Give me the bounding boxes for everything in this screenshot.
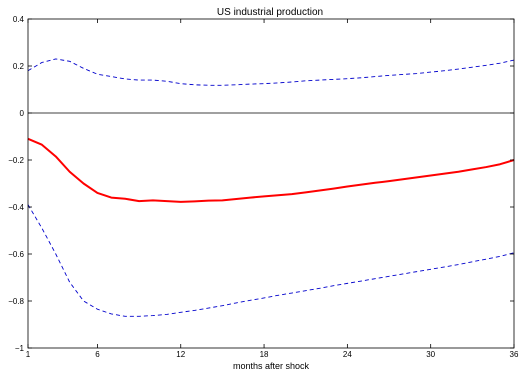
series-line-lower-band (27, 204, 515, 317)
plot-area (27, 58, 515, 317)
axis-ticks: 1 6 12 18 24 30 36 −1 −0.8 −0.6 −0.4 −0.2 0 0.2 0.4 (8, 15, 519, 359)
series-line-point-estimate (27, 137, 515, 203)
y-tick-label: 0.4 (13, 15, 25, 24)
x-tick-label: 12 (176, 350, 185, 359)
plot-frame (27, 18, 515, 349)
x-axis-label: months after shock (233, 361, 310, 371)
x-tick-label: 1 (26, 350, 31, 359)
series-line-upper-band (27, 58, 515, 86)
y-tick-label: −1 (15, 344, 25, 353)
x-tick-label: 24 (343, 350, 352, 359)
x-tick-label: 6 (95, 350, 100, 359)
y-tick-label: −0.6 (8, 250, 24, 259)
x-tick-label: 18 (260, 350, 269, 359)
x-tick-label: 36 (510, 350, 519, 359)
y-tick-label: −0.8 (8, 297, 24, 306)
y-tick-label: −0.4 (8, 203, 24, 212)
y-tick-label: 0 (20, 109, 25, 118)
y-tick-label: 0.2 (13, 62, 25, 71)
y-tick-label: −0.2 (8, 156, 24, 165)
x-tick-label: 30 (426, 350, 435, 359)
chart-title: US industrial production (217, 7, 323, 18)
